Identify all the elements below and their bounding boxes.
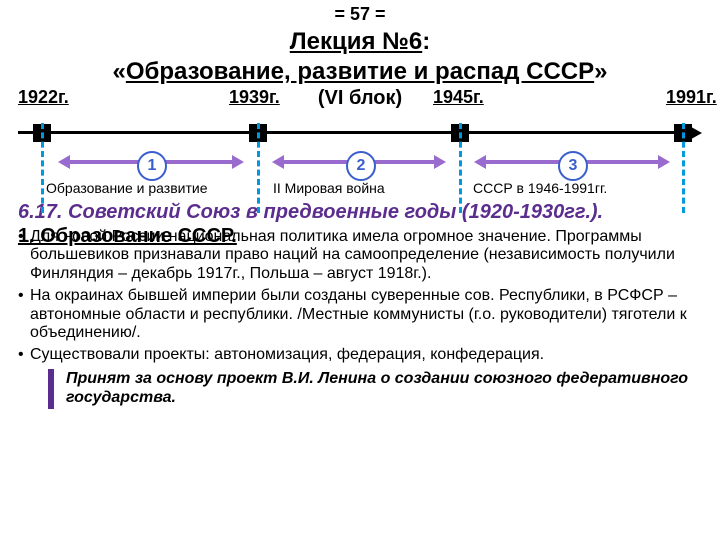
divider-1945	[459, 123, 462, 213]
list-item: Для новой России национальная политика и…	[18, 228, 702, 283]
arrow-left-icon	[474, 155, 486, 169]
lecture-title: Лекция №6: «Образование, развитие и расп…	[18, 27, 702, 87]
list-item: На окраинах бывшей империи были созданы …	[18, 287, 702, 342]
period-label-1: Образование и развитие	[46, 181, 221, 196]
bullet-list: Для новой России национальная политика и…	[18, 228, 702, 365]
arrow-right-icon	[434, 155, 446, 169]
period-badge-3: 3	[558, 151, 588, 181]
footer-callout: Принят за основу проект В.И. Ленина о со…	[18, 369, 702, 409]
lecture-block: (VI блок)	[318, 87, 402, 109]
timeline: 1 Образование и развитие 2 II Мировая во…	[18, 121, 702, 217]
period-badge-2: 2	[346, 151, 376, 181]
vertical-bar-icon	[48, 369, 54, 409]
arrow-left-icon	[272, 155, 284, 169]
list-item: Существовали проекты: автономизация, фед…	[18, 346, 702, 364]
period-label-3: СССР в 1946-1991гг.	[473, 181, 648, 196]
quote-close: »	[594, 58, 607, 85]
period-label-2: II Мировая война	[273, 181, 448, 196]
divider-1922	[41, 123, 44, 213]
lecture-block-line: 1922г. 1939г. (VI блок) 1945г. 1991г.	[18, 87, 702, 115]
arrow-right-icon	[232, 155, 244, 169]
year-1922: 1922г.	[18, 87, 69, 108]
year-1945: 1945г.	[433, 87, 484, 108]
quote-open: «	[112, 58, 125, 85]
year-1991: 1991г.	[666, 87, 717, 108]
arrow-right-icon	[658, 155, 670, 169]
year-1939: 1939г.	[229, 87, 280, 108]
footer-text: Принят за основу проект В.И. Ленина о со…	[66, 370, 702, 407]
arrow-left-icon	[58, 155, 70, 169]
divider-1939	[257, 123, 260, 213]
lecture-prefix: Лекция №6	[290, 28, 422, 55]
page-number: = 57 =	[18, 4, 702, 25]
lecture-topic: Образование, развитие и распад СССР	[126, 58, 594, 85]
divider-1991	[682, 123, 685, 213]
timeline-axis	[18, 131, 688, 134]
lecture-colon: :	[422, 28, 430, 55]
period-badge-1: 1	[137, 151, 167, 181]
